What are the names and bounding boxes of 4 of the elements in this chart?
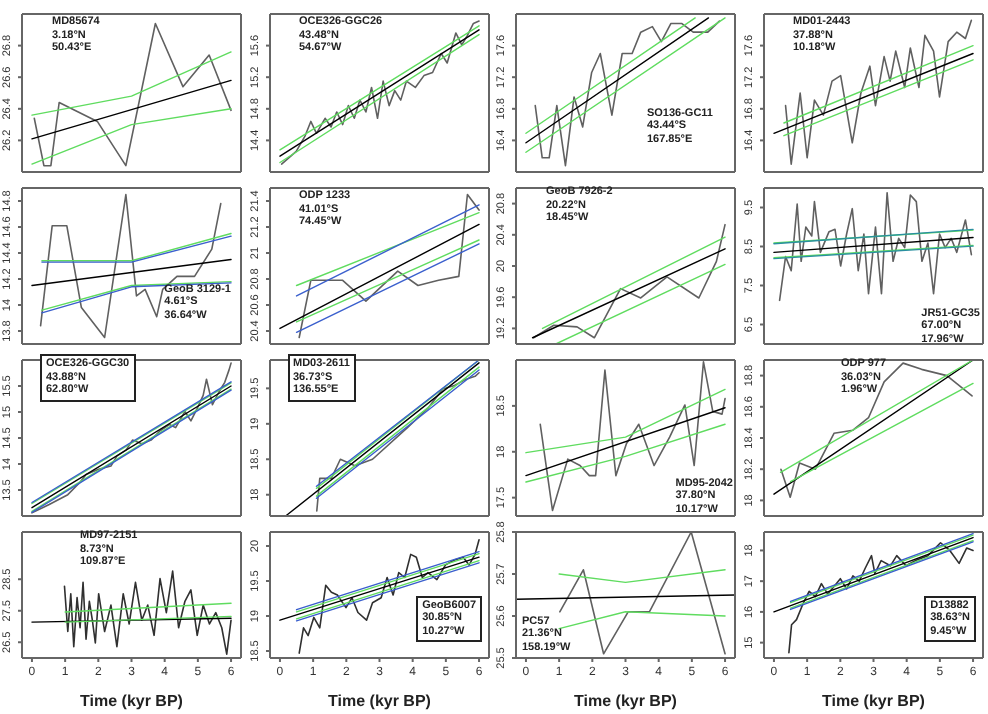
x-axis-title: Time (kyr BP): [574, 692, 678, 710]
x-axis-title: Time (kyr BP): [327, 692, 431, 710]
x-axis-title: Time (kyr BP): [821, 692, 925, 710]
x-axis-title: Time (kyr BP): [80, 692, 184, 710]
